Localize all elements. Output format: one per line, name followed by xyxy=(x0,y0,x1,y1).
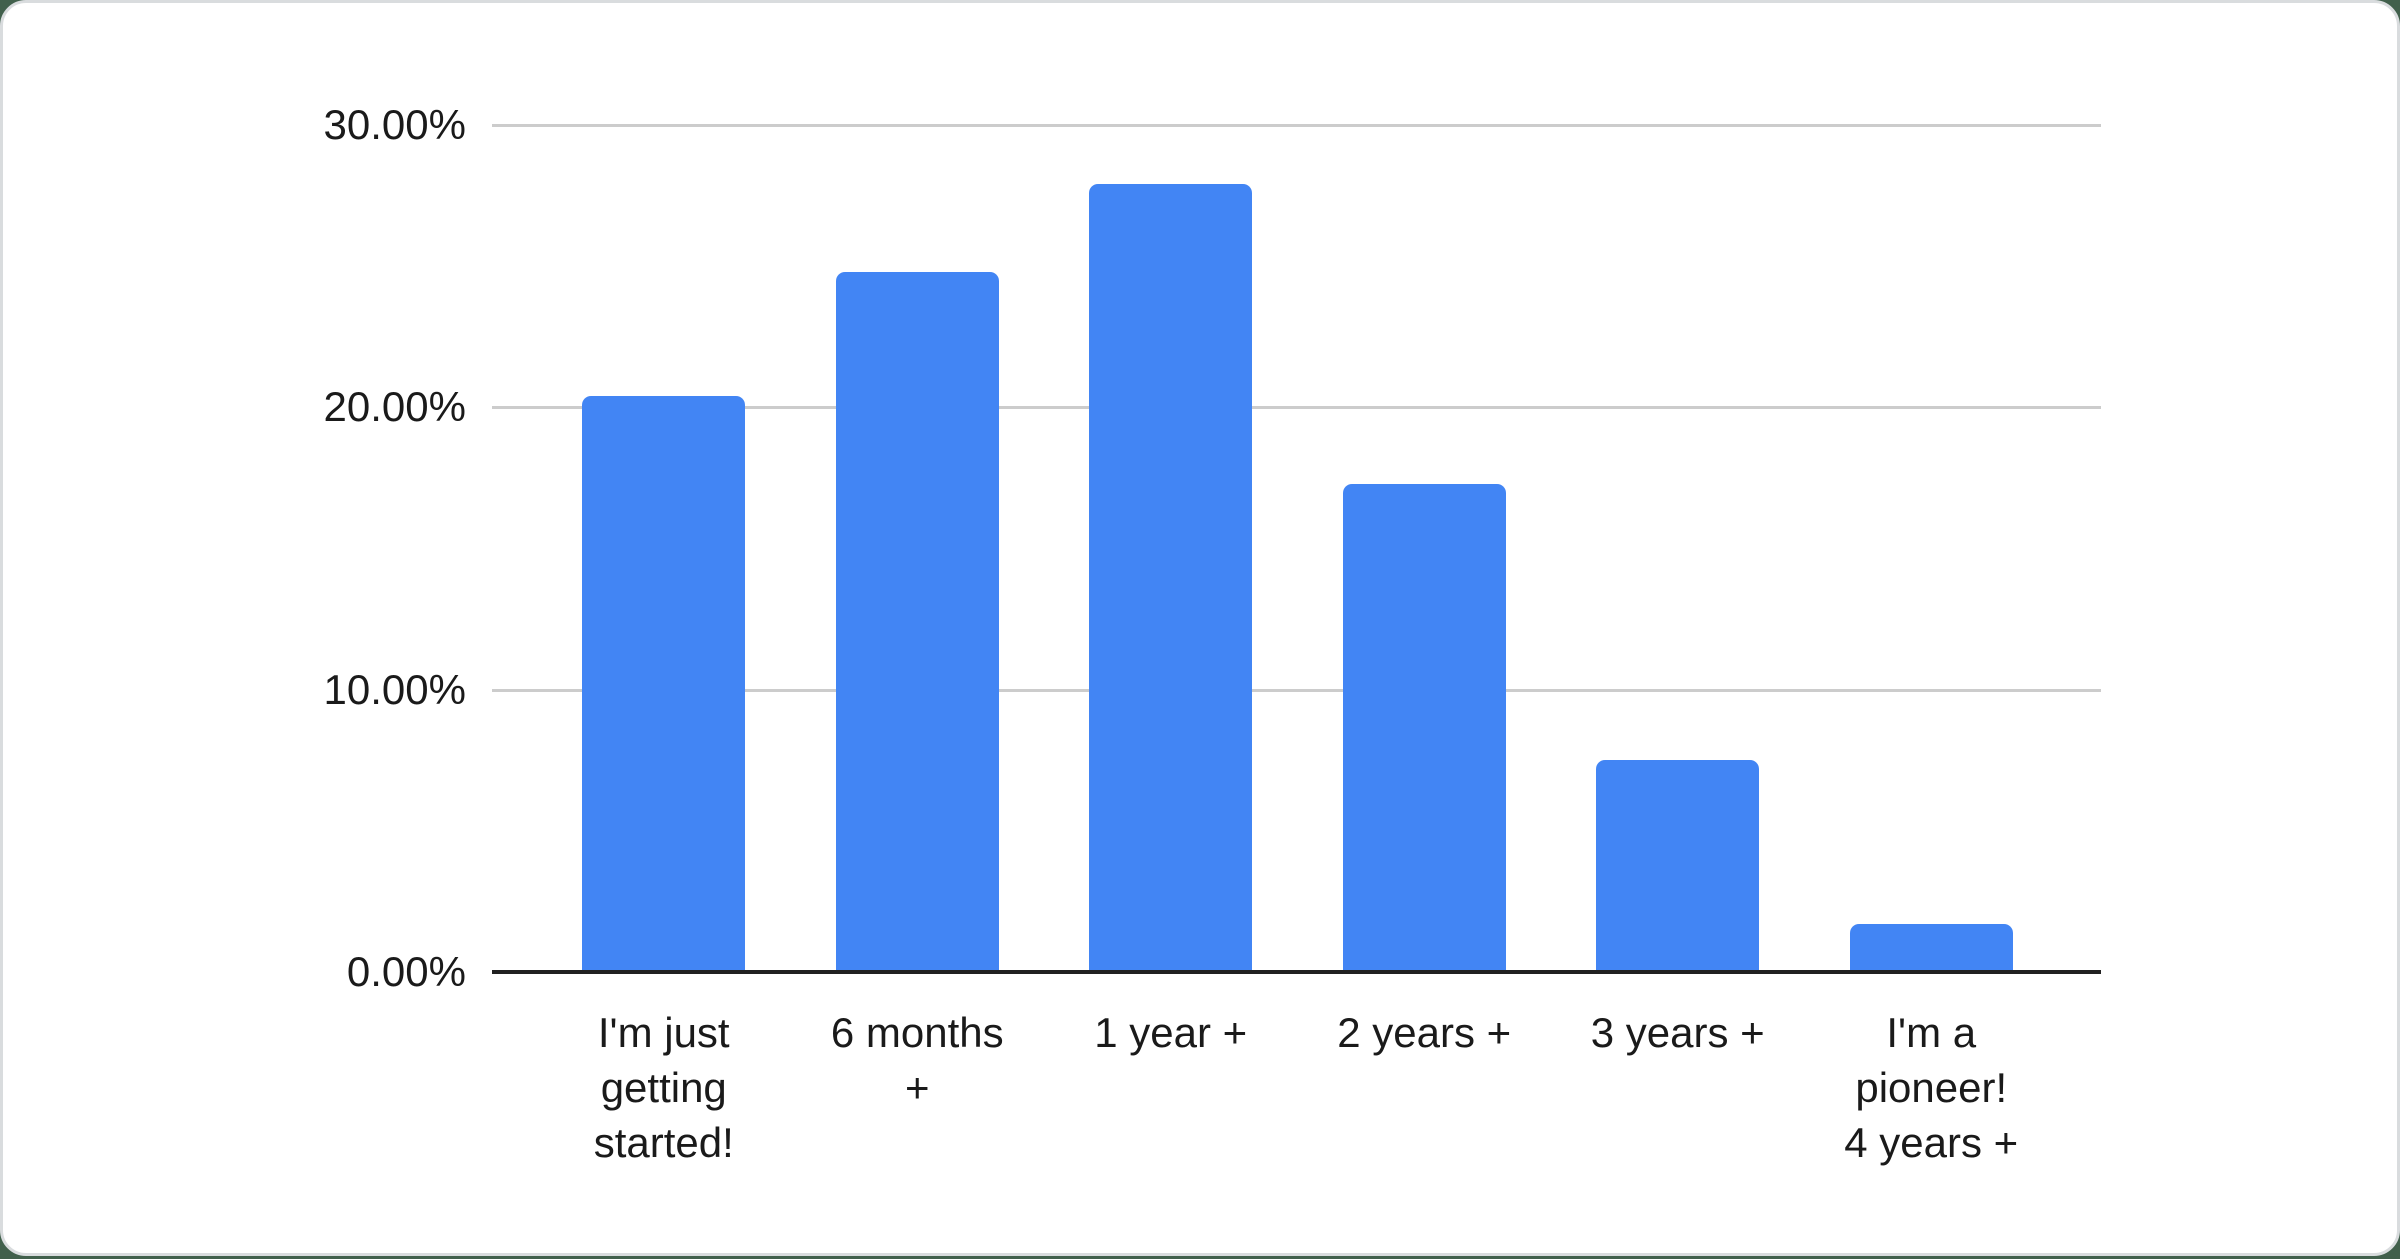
x-category-label: 3 years + xyxy=(1551,1005,1805,1170)
bar-slot xyxy=(1805,125,2059,972)
bar-series xyxy=(537,125,2058,972)
bar-slot xyxy=(1298,125,1552,972)
x-category-label-line: 3 years + xyxy=(1551,1005,1805,1060)
x-category-label-line: I'm a xyxy=(1805,1005,2059,1060)
bar-2[interactable] xyxy=(836,272,999,972)
x-category-label: 2 years + xyxy=(1298,1005,1552,1170)
x-category-label-line: 2 years + xyxy=(1298,1005,1552,1060)
bar-slot xyxy=(537,125,791,972)
bar-1[interactable] xyxy=(582,396,745,972)
x-category-label-line: getting xyxy=(537,1060,791,1115)
x-category-label-line: pioneer! xyxy=(1805,1060,2059,1115)
bar-6[interactable] xyxy=(1850,924,2013,972)
x-category-label: 6 months+ xyxy=(791,1005,1045,1170)
x-axis-line xyxy=(492,970,2101,974)
plot-area xyxy=(492,125,2101,972)
x-category-label-line: + xyxy=(791,1060,1045,1115)
bar-slot xyxy=(1044,125,1298,972)
x-category-label-line: 4 years + xyxy=(1805,1115,2059,1170)
bar-3[interactable] xyxy=(1089,184,1252,972)
x-category-label-line: 6 months xyxy=(791,1005,1045,1060)
bar-5[interactable] xyxy=(1596,760,1759,972)
x-category-label-line: started! xyxy=(537,1115,791,1170)
y-tick-label: 10.00% xyxy=(3,663,466,717)
y-tick-label: 30.00% xyxy=(3,98,466,152)
x-category-label-line: I'm just xyxy=(537,1005,791,1060)
x-category-label: 1 year + xyxy=(1044,1005,1298,1170)
bar-slot xyxy=(791,125,1045,972)
y-tick-label: 20.00% xyxy=(3,380,466,434)
bar-slot xyxy=(1551,125,1805,972)
x-category-label-line: 1 year + xyxy=(1044,1005,1298,1060)
y-axis: 30.00% 20.00% 10.00% 0.00% xyxy=(3,3,466,1259)
y-tick-label: 0.00% xyxy=(3,945,466,999)
bar-4[interactable] xyxy=(1343,484,1506,972)
